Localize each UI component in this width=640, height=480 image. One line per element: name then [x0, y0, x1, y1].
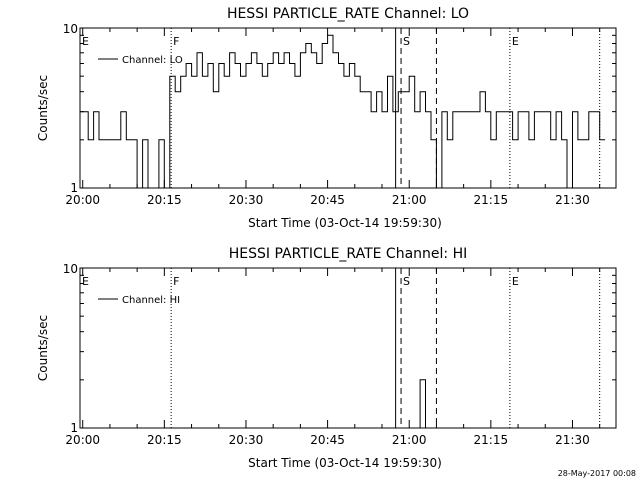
- x-tick-label: 21:15: [474, 193, 509, 207]
- legend-entry: Channel: HI: [122, 295, 180, 306]
- y-axis-label: Counts/sec: [36, 315, 50, 381]
- plot-frame: [79, 27, 617, 189]
- event-marker-label: E: [512, 275, 519, 288]
- y-tick-label-bottom: 1: [70, 181, 78, 195]
- x-tick-label: 20:30: [229, 433, 264, 447]
- event-marker-label: F: [173, 275, 179, 288]
- chart-panel-lo: HESSI PARTICLE_RATE Channel: LO Counts/s…: [36, 6, 617, 230]
- series-line: [403, 379, 437, 429]
- chart-panel-hi: HESSI PARTICLE_RATE Channel: HI Counts/s…: [36, 246, 617, 470]
- chart-title: HESSI PARTICLE_RATE Channel: LO: [227, 6, 469, 22]
- x-tick-label: 20:45: [310, 433, 345, 447]
- event-marker-label: S: [403, 275, 410, 288]
- event-marker-label: S: [403, 35, 410, 48]
- x-tick-label: 21:00: [392, 193, 427, 207]
- event-marker-label: E: [82, 275, 89, 288]
- x-tick-label: 20:15: [147, 193, 182, 207]
- chart-title: HESSI PARTICLE_RATE Channel: HI: [229, 246, 467, 262]
- plot-frame: [79, 267, 617, 429]
- x-tick-label: 20:00: [65, 433, 100, 447]
- x-tick-label: 21:30: [555, 433, 590, 447]
- x-axis-label: Start Time (03-Oct-14 19:59:30): [248, 216, 442, 230]
- series-line: [80, 34, 606, 189]
- y-tick-label-bottom: 1: [70, 421, 78, 435]
- x-tick-label: 20:45: [310, 193, 345, 207]
- legend-entry: Channel: LO: [122, 55, 183, 66]
- generation-timestamp: 28-May-2017 00:08: [558, 469, 636, 478]
- x-tick-label: 21:15: [474, 433, 509, 447]
- x-tick-label: 20:00: [65, 193, 100, 207]
- event-marker-label: E: [512, 35, 519, 48]
- event-marker-label: F: [173, 35, 179, 48]
- x-tick-label: 21:30: [555, 193, 590, 207]
- x-tick-label: 20:15: [147, 433, 182, 447]
- y-axis-label: Counts/sec: [36, 75, 50, 141]
- x-tick-label: 21:00: [392, 433, 427, 447]
- x-tick-label: 20:30: [229, 193, 264, 207]
- x-axis-label: Start Time (03-Oct-14 19:59:30): [248, 456, 442, 470]
- y-tick-label-top: 10: [63, 262, 78, 276]
- y-tick-label-top: 10: [63, 22, 78, 36]
- event-marker-label: E: [82, 35, 89, 48]
